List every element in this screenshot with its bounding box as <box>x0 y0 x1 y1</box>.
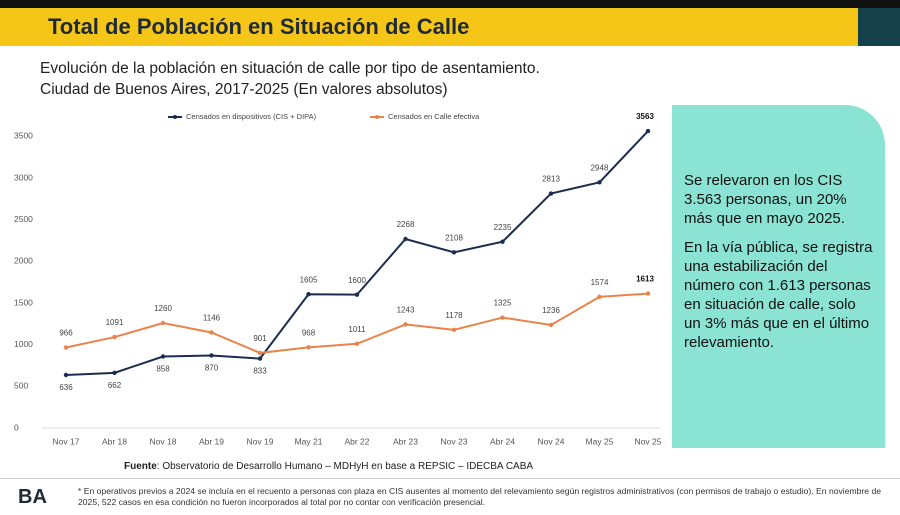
data-point <box>257 356 263 361</box>
series-line <box>65 130 649 376</box>
x-tick-label: Abr 23 <box>393 436 418 446</box>
y-tick-label: 500 <box>14 381 28 391</box>
data-label: 1605 <box>300 275 318 284</box>
header-title: Total de Población en Situación de Calle <box>48 14 470 39</box>
x-tick-label: Abr 22 <box>344 436 369 446</box>
data-point <box>209 353 214 358</box>
data-label: 1613 <box>636 275 654 284</box>
data-point <box>500 239 505 244</box>
y-tick-label: 3000 <box>14 172 33 182</box>
data-label: 2948 <box>591 163 609 172</box>
top-bar <box>0 0 900 8</box>
data-point <box>548 191 554 196</box>
data-label: 2108 <box>445 233 463 242</box>
source-text: : Observatorio de Desarrollo Humano – MD… <box>156 461 534 472</box>
highlight-text: Se relevaron en los CIS 3.563 personas, … <box>684 172 847 227</box>
data-point <box>160 320 166 326</box>
data-point <box>160 354 166 359</box>
chart-title: Evolución de la población en situación d… <box>40 60 540 77</box>
data-label: 1011 <box>348 325 366 334</box>
data-point <box>548 322 554 328</box>
data-label: 1600 <box>348 276 366 285</box>
data-point <box>63 372 69 378</box>
x-tick-label: May 25 <box>586 436 614 446</box>
data-point <box>645 291 651 296</box>
data-label: 1091 <box>106 318 124 327</box>
data-point <box>306 292 311 297</box>
data-label: 1178 <box>445 311 463 320</box>
y-tick-label: 1000 <box>14 339 33 349</box>
data-point <box>597 180 602 185</box>
x-tick-label: Abr 18 <box>102 436 127 446</box>
y-tick-label: 2000 <box>14 256 33 266</box>
data-point <box>257 350 263 356</box>
data-label: 3563 <box>636 112 654 121</box>
source-label: Fuente <box>124 461 157 472</box>
separator <box>0 478 900 479</box>
data-point <box>354 292 360 297</box>
header-accent <box>858 8 900 46</box>
data-label: 1325 <box>494 299 512 308</box>
data-label: 968 <box>302 328 316 337</box>
data-label: 1236 <box>542 306 560 315</box>
x-tick-label: Nov 24 <box>538 436 565 446</box>
data-label: 636 <box>59 383 73 392</box>
x-tick-label: Abr 24 <box>490 436 515 446</box>
data-label: 858 <box>156 365 170 374</box>
data-point <box>112 334 117 340</box>
data-point <box>112 370 117 376</box>
data-label: 2813 <box>542 175 560 184</box>
y-tick-label: 0 <box>14 422 19 432</box>
data-point <box>63 345 69 350</box>
data-point <box>451 327 457 333</box>
legend-swatch <box>173 115 177 119</box>
data-point <box>451 250 457 255</box>
data-label: 662 <box>108 381 122 390</box>
data-point <box>403 236 408 242</box>
y-tick-label: 2500 <box>14 214 33 224</box>
x-tick-label: Nov 25 <box>635 436 662 446</box>
source: Fuente: Observatorio de Desarrollo Human… <box>124 461 533 472</box>
highlight-text: En la vía pública, se registra una estab… <box>684 239 873 351</box>
data-label: 2268 <box>397 220 415 229</box>
logo: BA <box>18 486 47 508</box>
chart: 0 500 1000 1500 2000 2500 3000 3500 Nov 17 Abr 18… <box>14 112 662 446</box>
y-tick-label: 1500 <box>14 297 33 307</box>
data-label: 1243 <box>397 306 415 315</box>
data-point <box>597 294 602 300</box>
data-label: 1260 <box>154 304 172 313</box>
data-label: 1574 <box>591 278 609 287</box>
data-point <box>500 315 505 320</box>
x-tick-label: Nov 23 <box>441 436 468 446</box>
x-tick-label: Nov 19 <box>247 436 274 446</box>
data-point <box>354 341 360 346</box>
data-label: 966 <box>59 329 73 338</box>
x-tick-label: Abr 19 <box>199 436 224 446</box>
y-tick-label: 3500 <box>14 131 33 141</box>
data-label: 901 <box>253 334 267 343</box>
legend-label: Censados en Calle efectiva <box>388 112 480 121</box>
x-tick-label: May 21 <box>295 436 323 446</box>
legend-swatch <box>375 115 379 119</box>
data-label: 1146 <box>203 314 221 323</box>
chart-subtitle: Ciudad de Buenos Aires, 2017-2025 (En va… <box>40 81 448 98</box>
data-point <box>403 322 408 327</box>
legend-label: Censados en dispositivos (CIS + DIPA) <box>186 112 317 121</box>
data-label: 870 <box>205 364 219 373</box>
data-label: 2235 <box>494 223 512 232</box>
footnote: * En operativos previos a 2024 se incluí… <box>78 486 882 507</box>
header-band <box>0 8 858 46</box>
x-tick-label: Nov 17 <box>53 436 80 446</box>
x-tick-label: Nov 18 <box>150 436 177 446</box>
data-point <box>209 330 214 335</box>
data-point <box>306 345 311 350</box>
data-label: 833 <box>253 367 267 376</box>
highlight-box: Se relevaron en los CIS 3.563 personas, … <box>672 105 885 448</box>
data-point <box>645 128 651 134</box>
